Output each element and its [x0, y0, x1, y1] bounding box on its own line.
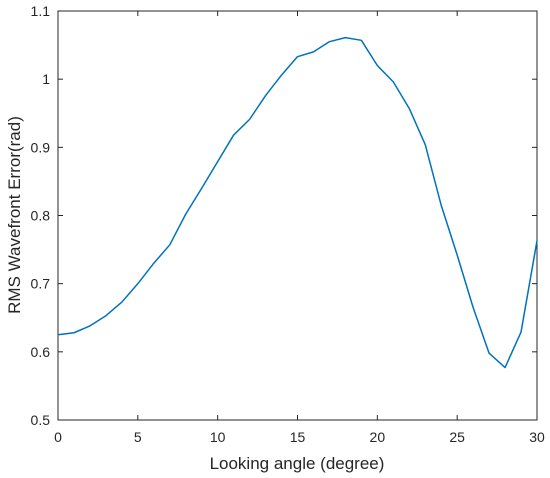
x-tick-label: 20	[370, 429, 386, 445]
x-axis-ticks: 0 5 10 15 20 25 30	[54, 11, 545, 445]
x-tick-label: 15	[290, 429, 306, 445]
y-tick-label: 1.1	[31, 3, 51, 19]
plot-area	[57, 10, 538, 421]
y-axis-ticks: 0.5 0.6 0.7 0.8 0.9 1 1.1	[31, 3, 537, 428]
y-tick-label: 0.9	[31, 139, 51, 155]
x-tick-label: 0	[54, 429, 62, 445]
series-line	[57, 36, 538, 369]
y-tick-label: 0.6	[31, 344, 51, 360]
x-axis-title: Looking angle (degree)	[210, 454, 385, 473]
x-tick-label: 10	[210, 429, 226, 445]
y-tick-label: 0.7	[31, 276, 51, 292]
y-tick-label: 1	[42, 71, 50, 87]
series-layer	[57, 36, 538, 369]
x-tick-label: 25	[449, 429, 465, 445]
x-tick-label: 30	[529, 429, 545, 445]
y-tick-label: 0.8	[31, 208, 51, 224]
y-tick-label: 0.5	[31, 412, 51, 428]
y-axis-title: RMS Wavefront Error(rad)	[5, 116, 24, 314]
x-tick-label: 5	[134, 429, 142, 445]
